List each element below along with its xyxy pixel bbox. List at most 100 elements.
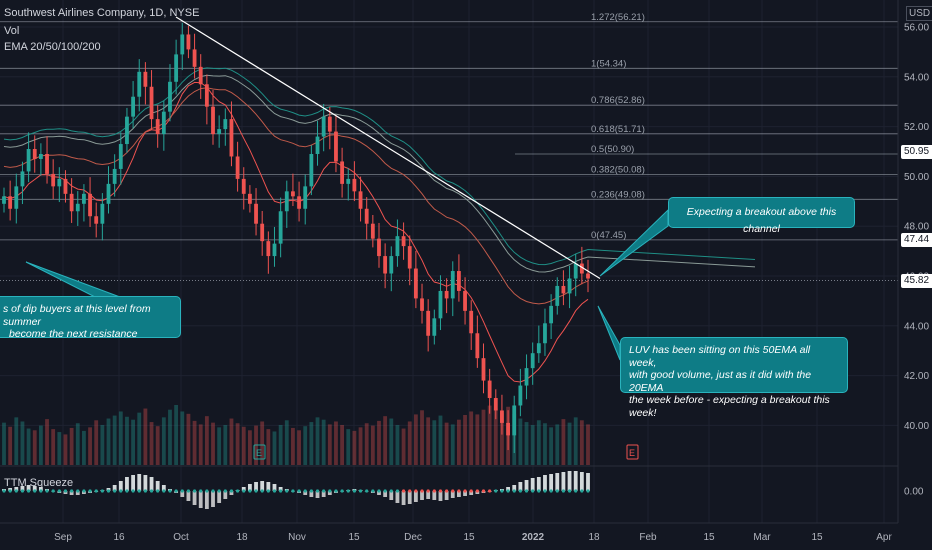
squeeze-dot [371, 489, 375, 493]
x-tick-label: 15 [348, 532, 360, 543]
candle-body [112, 168, 117, 184]
squeeze-dot [279, 489, 283, 493]
squeeze-dot [524, 489, 529, 493]
squeeze-bar [272, 484, 277, 491]
squeeze-bar [32, 486, 37, 491]
candle-body [432, 318, 437, 336]
volume-bar [223, 425, 228, 465]
candle-body [487, 380, 492, 399]
squeeze-legend[interactable]: TTM Squeeze [4, 477, 74, 489]
symbol-title[interactable]: Southwest Airlines Company, 1D, NYSE [4, 7, 200, 19]
earnings-marker-label: E [256, 448, 262, 458]
fibonacci-retracement[interactable]: 1.272(56.21) 1(54.34) 0.786(52.86) 0.618(51… [0, 12, 898, 281]
candle-body [192, 49, 197, 67]
volume-bar [174, 405, 179, 465]
ema-callout[interactable]: LUV has been sitting on this 50EMA all w… [620, 337, 848, 419]
volume-bar [75, 423, 80, 465]
volume-bar [100, 425, 105, 465]
squeeze-dot [340, 489, 344, 493]
volume-bar [450, 424, 455, 465]
volume-bar [272, 431, 277, 465]
volume-bar [420, 410, 424, 465]
ema-lines [3, 67, 756, 383]
volume-bar [315, 417, 320, 465]
volume-bar [63, 434, 68, 465]
squeeze-dot [322, 489, 326, 493]
earnings-marker [626, 444, 639, 460]
volume-bar [149, 422, 154, 465]
squeeze-dot [119, 489, 123, 493]
candle-body [407, 246, 412, 269]
candle-body [260, 223, 265, 242]
ema-20-line [3, 81, 589, 383]
squeeze-dot [76, 489, 80, 493]
channel-price-tag: 47.44 [901, 233, 932, 247]
squeeze-bar [266, 482, 271, 491]
candle-body [223, 119, 228, 130]
squeeze-bar [506, 487, 510, 491]
squeeze-dot [401, 489, 406, 493]
squeeze-dot [426, 489, 430, 493]
squeeze-dot [242, 489, 246, 493]
squeeze-dot [574, 489, 578, 493]
candle-body [543, 323, 547, 344]
squeeze-bar [278, 487, 283, 491]
volume-bar [69, 427, 74, 465]
squeeze-bar [543, 475, 547, 491]
volume-bar [14, 417, 19, 465]
squeeze-bar [401, 491, 406, 505]
squeeze-dot [254, 489, 258, 493]
candle-body [143, 71, 148, 87]
candle-body [493, 398, 498, 411]
candle-body [352, 178, 357, 192]
x-tick-label: 18 [236, 532, 248, 543]
squeeze-dot [531, 489, 535, 493]
volume-bar [155, 426, 160, 465]
squeeze-bar [413, 491, 418, 502]
squeeze-bar [555, 473, 560, 491]
squeeze-dot [567, 489, 572, 493]
candle-body [413, 268, 418, 299]
volume-bar [26, 428, 31, 465]
breakout-callout[interactable]: Expecting a breakout above this channel [668, 197, 855, 235]
candle-body [235, 156, 240, 179]
squeeze-bar [125, 477, 129, 491]
ema-100-line [3, 74, 756, 273]
squeeze-bar [530, 478, 535, 491]
x-tick-label: 15 [811, 532, 823, 543]
squeeze-dot [414, 489, 418, 493]
candle-body [241, 178, 246, 194]
squeeze-bar [567, 471, 572, 491]
squeeze-dot [236, 489, 240, 493]
y-tick-label: 56.00 [904, 23, 929, 34]
squeeze-bar [518, 482, 523, 491]
candle-body [579, 263, 584, 274]
squeeze-dot [39, 489, 43, 493]
volume-bar [180, 411, 185, 465]
volume-bar [229, 418, 234, 465]
squeeze-dot [248, 489, 252, 493]
squeeze-dot [100, 489, 104, 493]
dip-buyers-callout[interactable]: s of dip buyers at this level from summe… [0, 296, 181, 340]
squeeze-dot [481, 489, 486, 493]
squeeze-dot [229, 489, 234, 493]
candle-body [51, 173, 56, 187]
candle-body [69, 193, 74, 212]
ema-legend[interactable]: EMA 20/50/100/200 [4, 41, 101, 53]
ema-50-line [3, 87, 589, 305]
squeeze-dot [451, 489, 455, 493]
squeeze-dot [94, 489, 98, 493]
volume-bar [475, 414, 480, 465]
x-tick-label: Dec [404, 532, 422, 543]
volume-bar [266, 429, 271, 465]
squeeze-bar [407, 491, 412, 504]
volume-bar [2, 422, 6, 465]
volume-bar [217, 427, 222, 465]
squeeze-dot [420, 489, 424, 493]
squeeze-bar [131, 475, 136, 491]
volume-legend[interactable]: Vol [4, 25, 20, 37]
squeeze-dot [113, 489, 117, 493]
